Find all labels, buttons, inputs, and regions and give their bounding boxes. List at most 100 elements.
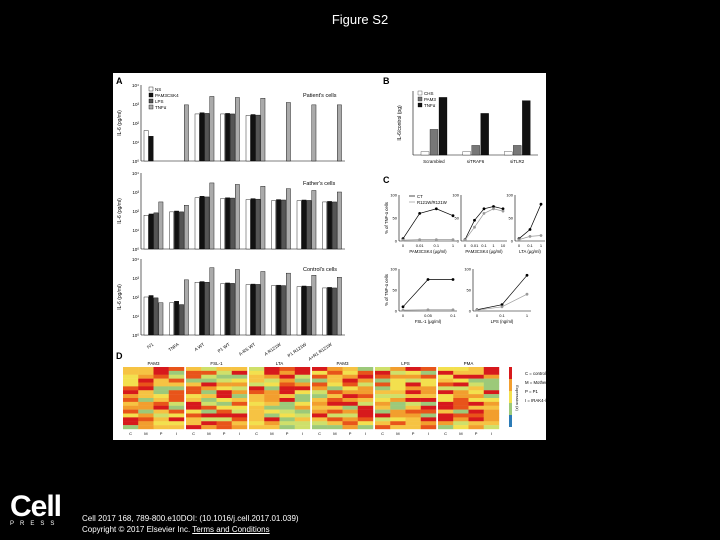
data-point xyxy=(451,278,455,281)
bar-ns xyxy=(220,283,226,336)
heatmap-cell xyxy=(468,413,484,418)
heatmap-cell xyxy=(375,382,391,387)
heatmap-cell xyxy=(294,398,311,403)
y-axis-label: % of TNF-α cells xyxy=(384,202,389,234)
data-point xyxy=(418,238,422,242)
heatmap-cell xyxy=(249,421,265,426)
data-point xyxy=(500,303,504,307)
heatmap-cell xyxy=(468,367,484,372)
heatmap-cell xyxy=(123,378,139,383)
heatmap-cell xyxy=(390,413,406,418)
heatmap-cell xyxy=(327,394,343,399)
heatmap-cell xyxy=(405,417,421,422)
heatmap-cell xyxy=(153,413,169,418)
data-point xyxy=(451,308,455,312)
legend-label: LPS xyxy=(155,99,164,104)
heatmap-cell xyxy=(249,382,265,387)
heatmap-cell xyxy=(294,394,311,399)
heatmap-cell xyxy=(327,374,343,379)
heatmap-cell xyxy=(279,405,295,410)
bar-ns xyxy=(245,115,251,162)
bar-tnf xyxy=(184,205,189,250)
bar-tnf xyxy=(286,188,291,250)
heatmap-cell xyxy=(123,370,139,375)
heatmap-cell xyxy=(453,382,469,387)
bar-pam3csk4 xyxy=(225,282,230,336)
bar-tnf xyxy=(260,98,266,162)
heatmap-cell xyxy=(231,417,248,422)
heatmap-cell xyxy=(294,425,311,430)
heatmap-cell xyxy=(342,374,358,379)
heatmap-column-label: M xyxy=(270,431,273,436)
bar-lps xyxy=(281,285,286,336)
y-tick-label: 50 xyxy=(467,288,472,293)
bar-ns xyxy=(194,197,200,250)
bar-tnf xyxy=(286,102,291,162)
heatmap-cell xyxy=(264,367,280,372)
x-tick-label: 0.1 xyxy=(527,243,533,248)
heatmap-cell xyxy=(327,417,343,422)
data-point xyxy=(451,214,455,218)
heatmap-cell xyxy=(357,386,374,391)
bar-lps xyxy=(204,113,210,162)
heatmap-cell xyxy=(153,378,169,383)
heatmap-cell xyxy=(231,378,248,383)
heatmap-cell xyxy=(453,417,469,422)
row-title: Control's cells xyxy=(303,267,337,273)
heatmap-cell xyxy=(279,409,295,414)
heatmap-cell xyxy=(201,386,217,391)
heatmap-cell xyxy=(216,425,232,430)
bar-lps xyxy=(306,200,312,250)
legend-label: PAM3CSK4 xyxy=(155,93,179,98)
heatmap-cell xyxy=(201,367,217,372)
data-point xyxy=(482,207,486,211)
heatmap-cell xyxy=(468,417,484,422)
data-point xyxy=(525,273,529,277)
heatmap-cell xyxy=(216,405,232,410)
x-tick-label: A R121W xyxy=(263,341,282,356)
heatmap-cell xyxy=(153,401,169,406)
heatmap-cell xyxy=(294,367,311,372)
heatmap-cell xyxy=(168,394,185,399)
heatmap-cell xyxy=(279,367,295,372)
heatmap-cell xyxy=(420,425,437,430)
heatmap-cell xyxy=(279,390,295,395)
heatmap-column-label: I xyxy=(176,431,177,436)
data-point xyxy=(501,207,505,211)
heatmap-cell xyxy=(123,421,139,426)
heatmap-cell xyxy=(264,425,280,430)
heatmap-cell xyxy=(342,398,358,403)
heatmap-cell xyxy=(216,413,232,418)
heatmap-cell xyxy=(186,425,202,430)
heatmap-cell xyxy=(264,374,280,379)
heatmap-cell xyxy=(264,405,280,410)
heatmap-cell xyxy=(123,409,139,414)
data-point xyxy=(539,202,543,206)
heatmap-cell xyxy=(216,374,232,379)
series-line xyxy=(518,204,542,239)
x-tick-label: 10 xyxy=(501,243,506,248)
heatmap-cell xyxy=(390,386,406,391)
heatmap-cell xyxy=(153,417,169,422)
data-point xyxy=(501,209,505,213)
y-tick-label: 0 xyxy=(395,239,398,244)
heatmap-cell xyxy=(153,425,169,430)
tick-label: 10⁴ xyxy=(132,83,139,88)
tick-label: 10⁰ xyxy=(132,333,139,338)
tick-label: 10² xyxy=(132,121,139,126)
heatmap-cell xyxy=(216,401,232,406)
heatmap-cell xyxy=(279,413,295,418)
heatmap-cell xyxy=(264,417,280,422)
heatmap-cell xyxy=(138,378,154,383)
x-tick-label: 0 xyxy=(476,313,479,318)
heatmap-cell xyxy=(153,367,169,372)
heatmap-cell xyxy=(201,370,217,375)
legend-label: CT xyxy=(417,194,423,199)
heatmap-cell xyxy=(438,370,454,375)
heatmap-cell xyxy=(375,386,391,391)
terms-link[interactable]: Terms and Conditions xyxy=(192,525,270,534)
scale-bar-segment xyxy=(509,379,512,391)
heatmap-cell xyxy=(342,409,358,414)
heatmap-cell xyxy=(186,367,202,372)
heatmap-cell xyxy=(264,382,280,387)
